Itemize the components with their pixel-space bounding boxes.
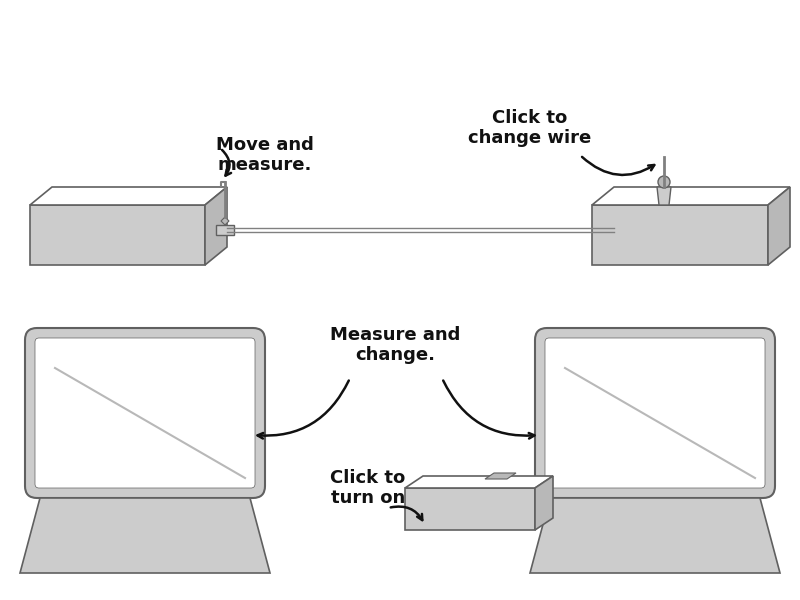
Polygon shape [30,187,227,205]
Polygon shape [221,217,229,225]
FancyBboxPatch shape [545,338,765,488]
Circle shape [658,176,670,188]
Polygon shape [592,205,768,265]
Text: Click to
turn on: Click to turn on [330,469,406,508]
Polygon shape [405,476,553,488]
Polygon shape [592,187,790,205]
Polygon shape [405,488,535,530]
Polygon shape [657,187,671,205]
FancyBboxPatch shape [535,328,775,498]
Polygon shape [30,205,205,265]
Polygon shape [530,498,780,573]
Text: Measure and
change.: Measure and change. [330,326,460,364]
FancyBboxPatch shape [25,328,265,498]
Polygon shape [535,476,553,530]
Text: Move and
measure.: Move and measure. [216,136,314,175]
FancyBboxPatch shape [35,338,255,488]
Polygon shape [768,187,790,265]
Polygon shape [216,225,234,235]
Polygon shape [205,187,227,265]
Polygon shape [485,473,516,479]
Polygon shape [20,498,270,573]
Text: Click to
change wire: Click to change wire [468,109,592,148]
